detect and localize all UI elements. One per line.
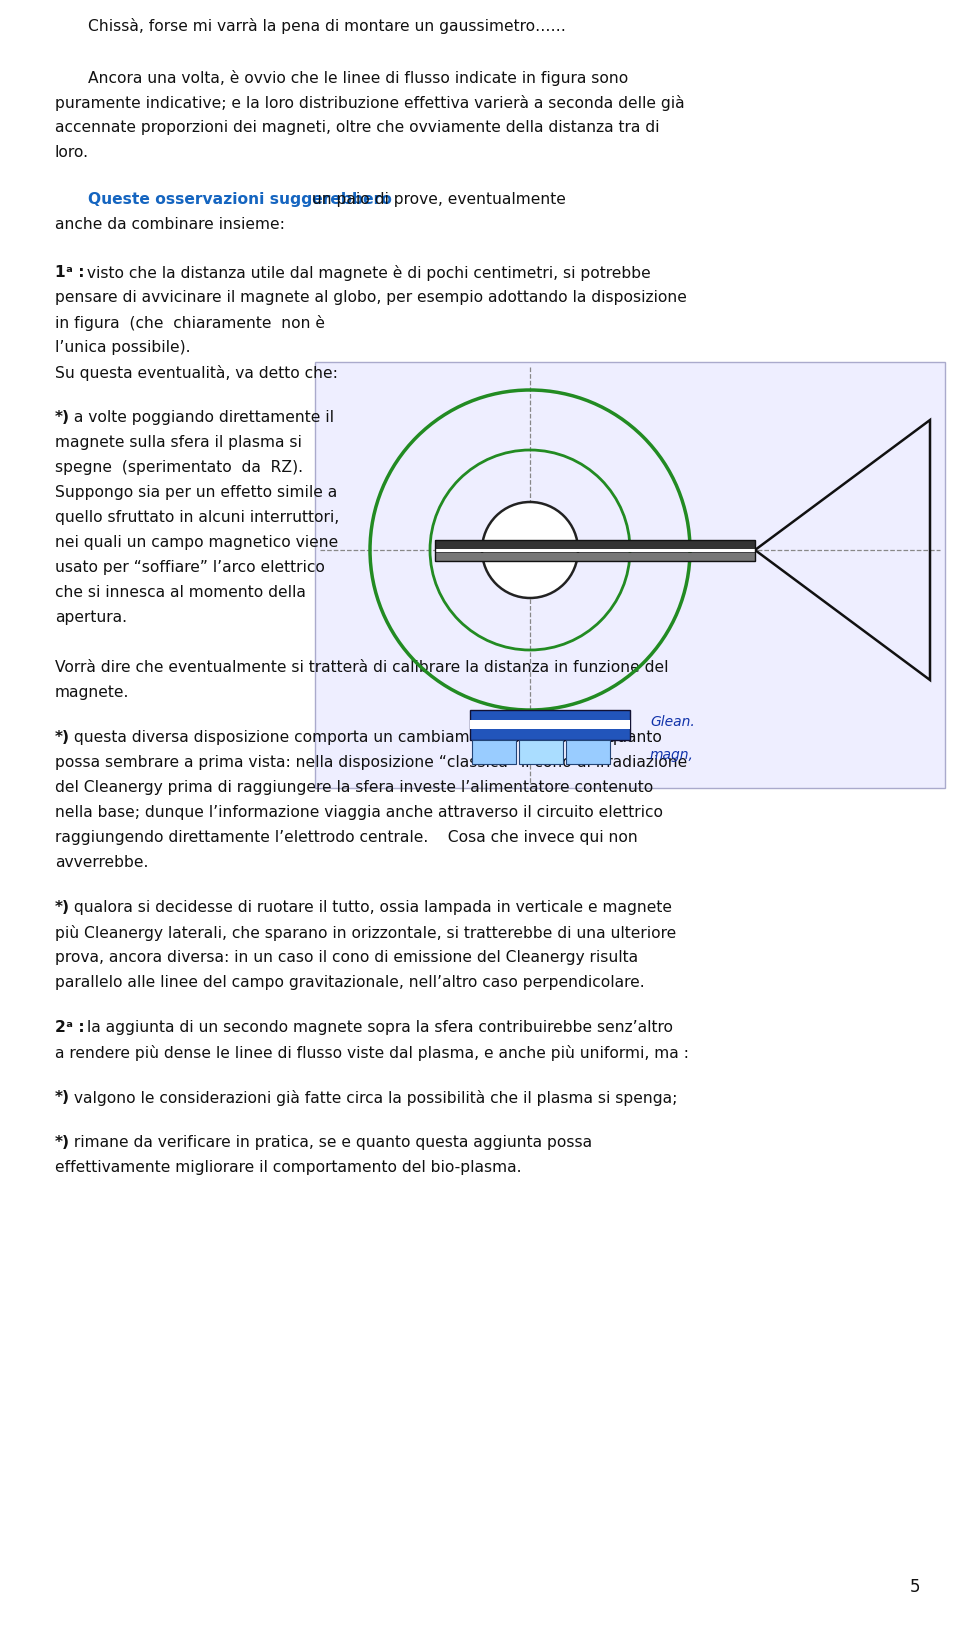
Text: Chissà, forse mi varrà la pena di montare un gaussimetro……: Chissà, forse mi varrà la pena di montar… (88, 18, 565, 34)
Text: del Cleanergy prima di raggiungere la sfera investe l’alimentatore contenuto: del Cleanergy prima di raggiungere la sf… (55, 780, 653, 795)
Text: *): *) (55, 730, 70, 745)
Text: Ancora una volta, è ovvio che le linee di flusso indicate in figura sono: Ancora una volta, è ovvio che le linee d… (88, 70, 628, 86)
Bar (435, 540, 755, 561)
Text: a volte poggiando direttamente il: a volte poggiando direttamente il (69, 410, 334, 424)
Text: magnete.: magnete. (55, 685, 130, 701)
Text: Vorrà dire che eventualmente si tratterà di calibrare la distanza in funzione de: Vorrà dire che eventualmente si tratterà… (55, 660, 668, 675)
Bar (470, 711, 630, 740)
Text: nei quali un campo magnetico viene: nei quali un campo magnetico viene (55, 535, 338, 550)
Text: magnete sulla sfera il plasma si: magnete sulla sfera il plasma si (55, 436, 301, 450)
Text: possa sembrare a prima vista: nella disposizione “classica” il cono di irradiazi: possa sembrare a prima vista: nella disp… (55, 754, 687, 771)
Text: che si innesca al momento della: che si innesca al momento della (55, 585, 306, 600)
Text: Glean.: Glean. (650, 715, 695, 728)
Text: raggiungendo direttamente l’elettrodo centrale.    Cosa che invece qui non: raggiungendo direttamente l’elettrodo ce… (55, 829, 637, 846)
Text: loro.: loro. (55, 145, 89, 159)
Text: accennate proporzioni dei magneti, oltre che ovviamente della distanza tra di: accennate proporzioni dei magneti, oltre… (55, 120, 660, 135)
Text: anche da combinare insieme:: anche da combinare insieme: (55, 216, 285, 233)
Bar (566, 740, 610, 764)
Text: *): *) (55, 901, 70, 915)
Text: puramente indicative; e la loro distribuzione effettiva varierà a seconda delle : puramente indicative; e la loro distribu… (55, 94, 684, 111)
Text: la aggiunta di un secondo magnete sopra la sfera contribuirebbe senz’altro: la aggiunta di un secondo magnete sopra … (83, 1020, 673, 1036)
Text: 1ᵃ :: 1ᵃ : (55, 265, 84, 280)
Text: nella base; dunque l’informazione viaggia anche attraverso il circuito elettrico: nella base; dunque l’informazione viaggi… (55, 805, 663, 820)
Bar (470, 720, 630, 728)
Bar (519, 740, 563, 764)
Text: l’unica possibile).: l’unica possibile). (55, 340, 190, 354)
Text: prova, ancora diversa: in un caso il cono di emissione del Cleanergy risulta: prova, ancora diversa: in un caso il con… (55, 950, 638, 964)
Bar (435, 548, 755, 551)
Text: apertura.: apertura. (55, 610, 127, 624)
Text: questa diversa disposizione comporta un cambiamento maggiore di quanto: questa diversa disposizione comporta un … (69, 730, 661, 745)
Bar (472, 740, 516, 764)
Text: Suppongo sia per un effetto simile a: Suppongo sia per un effetto simile a (55, 485, 337, 501)
Text: avverrebbe.: avverrebbe. (55, 855, 149, 870)
Text: usato per “soffiare” l’arco elettrico: usato per “soffiare” l’arco elettrico (55, 559, 324, 576)
Text: parallelo alle linee del campo gravitazionale, nell’altro caso perpendicolare.: parallelo alle linee del campo gravitazi… (55, 976, 644, 990)
Text: 5: 5 (909, 1577, 920, 1597)
Ellipse shape (482, 502, 578, 598)
Text: pensare di avvicinare il magnete al globo, per esempio adottando la disposizione: pensare di avvicinare il magnete al glob… (55, 289, 686, 306)
Text: effettivamente migliorare il comportamento del bio-plasma.: effettivamente migliorare il comportamen… (55, 1159, 521, 1176)
Text: spegne  (sperimentato  da  RZ).: spegne (sperimentato da RZ). (55, 460, 303, 475)
Text: visto che la distanza utile dal magnete è di pochi centimetri, si potrebbe: visto che la distanza utile dal magnete … (83, 265, 651, 281)
Text: *): *) (55, 1089, 70, 1106)
Text: rimane da verificare in pratica, se e quanto questa aggiunta possa: rimane da verificare in pratica, se e qu… (69, 1135, 591, 1150)
Text: *): *) (55, 1135, 70, 1150)
Bar (435, 551, 755, 561)
Text: più Cleanergy laterali, che sparano in orizzontale, si tratterebbe di una ulteri: più Cleanergy laterali, che sparano in o… (55, 925, 676, 941)
Text: valgono le considerazioni già fatte circa la possibilità che il plasma si spenga: valgono le considerazioni già fatte circ… (69, 1089, 677, 1106)
Text: qualora si decidesse di ruotare il tutto, ossia lampada in verticale e magnete: qualora si decidesse di ruotare il tutto… (69, 901, 672, 915)
Text: un paio di prove, eventualmente: un paio di prove, eventualmente (307, 192, 566, 207)
Bar (435, 540, 755, 548)
Bar (315, 363, 945, 789)
Text: magn,: magn, (650, 748, 694, 763)
Text: Queste osservazioni suggerebbero: Queste osservazioni suggerebbero (88, 192, 392, 207)
Text: *): *) (55, 410, 70, 424)
Text: 2ᵃ :: 2ᵃ : (55, 1020, 84, 1036)
Text: a rendere più dense le linee di flusso viste dal plasma, e anche più uniformi, m: a rendere più dense le linee di flusso v… (55, 1046, 689, 1062)
Text: Su questa eventualità, va detto che:: Su questa eventualità, va detto che: (55, 364, 338, 380)
Text: in figura  (che  chiaramente  non è: in figura (che chiaramente non è (55, 315, 325, 332)
Text: quello sfruttato in alcuni interruttori,: quello sfruttato in alcuni interruttori, (55, 511, 339, 525)
